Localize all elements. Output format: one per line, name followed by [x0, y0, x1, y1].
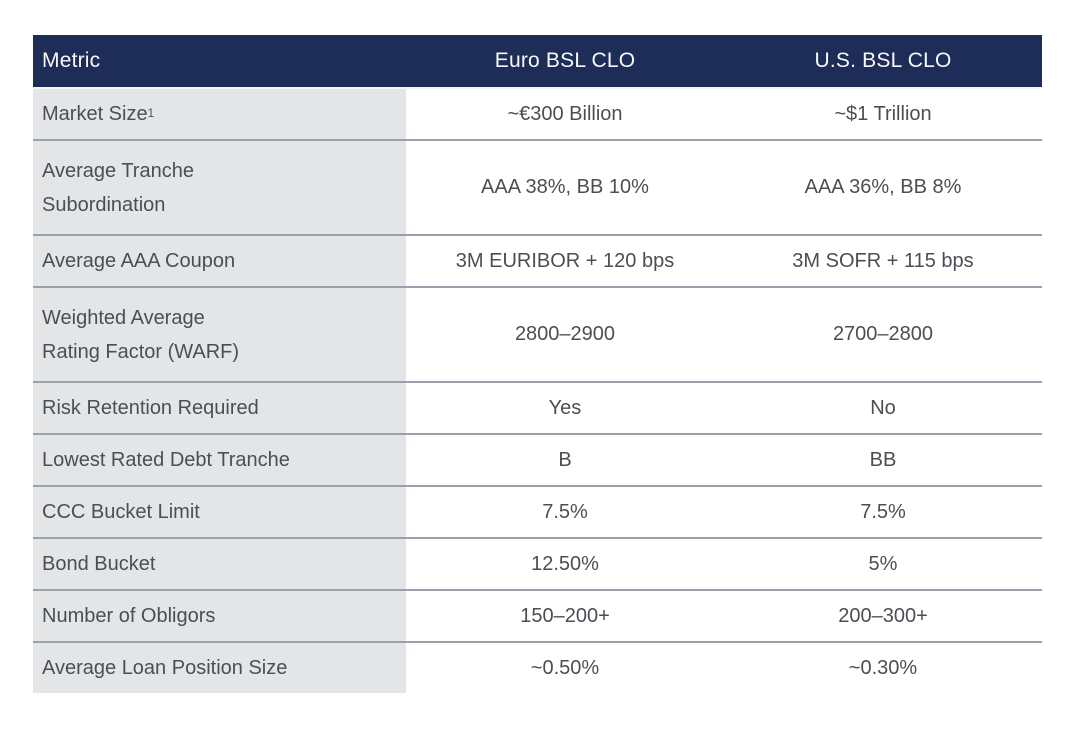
metric-cell: Lowest Rated Debt Tranche — [33, 435, 406, 485]
header-euro-bsl-clo: Euro BSL CLO — [494, 49, 636, 72]
us-value-cell: No — [724, 383, 1042, 433]
metric-cell: Bond Bucket — [33, 539, 406, 589]
header-us-bsl-clo: U.S. BSL CLO — [814, 49, 952, 72]
header-metric: Metric — [42, 49, 101, 72]
us-value-cell: 7.5% — [724, 487, 1042, 537]
us-value-cell: AAA 36%, BB 8% — [724, 141, 1042, 234]
metric-cell: Risk Retention Required — [33, 383, 406, 433]
euro-value-cell: 150–200+ — [406, 591, 724, 641]
metric-cell: Market Size 1 — [33, 89, 406, 139]
euro-value-cell: 3M EURIBOR + 120 bps — [406, 236, 724, 286]
metric-cell: Average AAA Coupon — [33, 236, 406, 286]
euro-value-cell: B — [406, 435, 724, 485]
euro-value-cell: ~0.50% — [406, 643, 724, 693]
us-value-cell: 5% — [724, 539, 1042, 589]
metric-cell: Weighted Average Rating Factor (WARF) — [33, 288, 406, 381]
table-row: Number of Obligors 150–200+ 200–300+ — [33, 589, 1042, 641]
metric-cell: Average Tranche Subordination — [33, 141, 406, 234]
euro-value-cell: 12.50% — [406, 539, 724, 589]
table-row: Weighted Average Rating Factor (WARF) 280… — [33, 286, 1042, 381]
table-row: Average AAA Coupon 3M EURIBOR + 120 bps 3M… — [33, 234, 1042, 286]
table-row: Risk Retention Required Yes No — [33, 381, 1042, 433]
us-value-cell: ~0.30% — [724, 643, 1042, 693]
us-value-cell: ~$1 Trillion — [724, 89, 1042, 139]
table-header-row: Metric Euro BSL CLO U.S. BSL CLO — [33, 35, 1042, 87]
us-value-cell: 200–300+ — [724, 591, 1042, 641]
table-row: Average Loan Position Size ~0.50% ~0.30% — [33, 641, 1042, 693]
metric-cell: Average Loan Position Size — [33, 643, 406, 693]
euro-value-cell: ~€300 Billion — [406, 89, 724, 139]
us-value-cell: 2700–2800 — [724, 288, 1042, 381]
euro-value-cell: 2800–2900 — [406, 288, 724, 381]
table-row: Average Tranche Subordination AAA 38%, BB… — [33, 139, 1042, 234]
clo-comparison-table: Metric Euro BSL CLO U.S. BSL CLO Market … — [33, 35, 1042, 693]
euro-value-cell: AAA 38%, BB 10% — [406, 141, 724, 234]
euro-value-cell: Yes — [406, 383, 724, 433]
us-value-cell: BB — [724, 435, 1042, 485]
table-row: Market Size 1 ~€300 Billion ~$1 Trillion — [33, 87, 1042, 139]
table-row: Lowest Rated Debt Tranche B BB — [33, 433, 1042, 485]
table-row: Bond Bucket 12.50% 5% — [33, 537, 1042, 589]
metric-cell: CCC Bucket Limit — [33, 487, 406, 537]
table-row: CCC Bucket Limit 7.5% 7.5% — [33, 485, 1042, 537]
table-body: Market Size 1 ~€300 Billion ~$1 Trillion Ave… — [33, 87, 1042, 693]
us-value-cell: 3M SOFR + 115 bps — [724, 236, 1042, 286]
euro-value-cell: 7.5% — [406, 487, 724, 537]
metric-cell: Number of Obligors — [33, 591, 406, 641]
